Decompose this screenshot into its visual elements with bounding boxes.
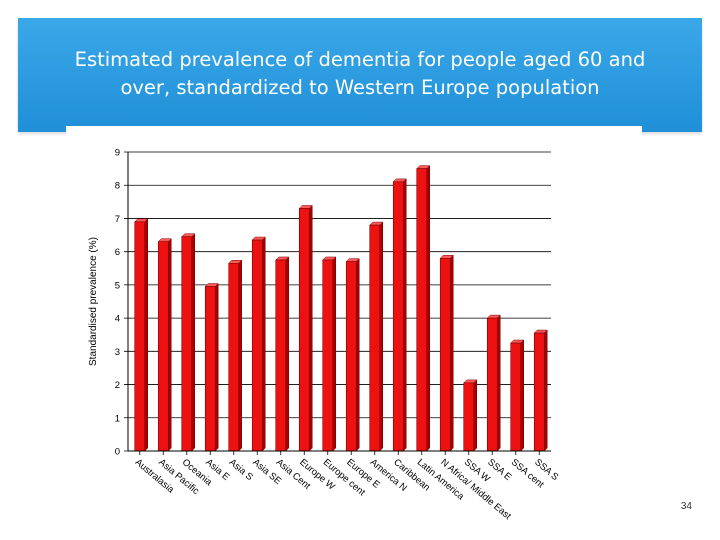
y-tick-label: 7 <box>115 214 120 225</box>
bar <box>533 332 545 452</box>
bar-side <box>379 221 383 452</box>
bar <box>510 342 522 452</box>
slide-title: Estimated prevalence of dementia for peo… <box>74 48 646 99</box>
y-tick-label: 8 <box>115 181 120 192</box>
page-number: 34 <box>680 501 692 512</box>
bar <box>416 168 428 452</box>
bar-side <box>215 282 219 452</box>
bar-layer <box>134 165 548 452</box>
bar <box>439 258 451 452</box>
y-tick-label: 6 <box>115 247 120 258</box>
bar-side <box>497 314 501 452</box>
bar-side <box>544 329 548 452</box>
title-band <box>18 18 702 132</box>
bar-side <box>168 238 172 452</box>
bar <box>345 261 357 452</box>
chart-area: 0 1 2 3 4 5 6 7 8 9 Standardised prevalence (%) Aus… <box>66 126 642 526</box>
bar <box>369 224 381 452</box>
bar-side <box>309 204 313 452</box>
bar-side <box>520 339 524 452</box>
bar <box>134 221 146 452</box>
bar <box>157 241 169 452</box>
bar <box>392 181 404 452</box>
y-tick-label: 2 <box>115 380 120 391</box>
bar-side <box>332 256 336 452</box>
bar-side <box>403 178 407 452</box>
bar-side <box>144 218 148 452</box>
bar <box>251 239 263 452</box>
y-tick-label: 0 <box>115 447 120 458</box>
bar-side <box>191 233 195 452</box>
y-tick-label: 1 <box>115 413 120 424</box>
bar <box>298 208 310 452</box>
bar <box>181 236 193 452</box>
bar <box>322 259 334 452</box>
bar-side <box>356 258 360 452</box>
x-tick-label: Asia S <box>227 457 255 483</box>
bar-side <box>238 259 242 452</box>
y-tick-label: 5 <box>115 280 120 291</box>
bar-side <box>285 256 289 452</box>
bar-side <box>262 236 266 452</box>
y-tick-label: 9 <box>115 148 120 159</box>
bar <box>204 286 216 452</box>
bar-side <box>473 379 477 452</box>
y-tick-label: 4 <box>115 314 120 325</box>
bar-side <box>450 254 454 452</box>
bar <box>486 317 498 452</box>
bar <box>463 382 475 452</box>
bar <box>228 262 240 452</box>
y-axis-label: Standardised prevalence (%) <box>88 237 99 366</box>
grid-layer <box>124 151 551 452</box>
bar-side <box>426 165 430 452</box>
bar <box>275 259 287 452</box>
y-tick-label: 3 <box>115 347 120 358</box>
axis-layer <box>127 152 551 455</box>
